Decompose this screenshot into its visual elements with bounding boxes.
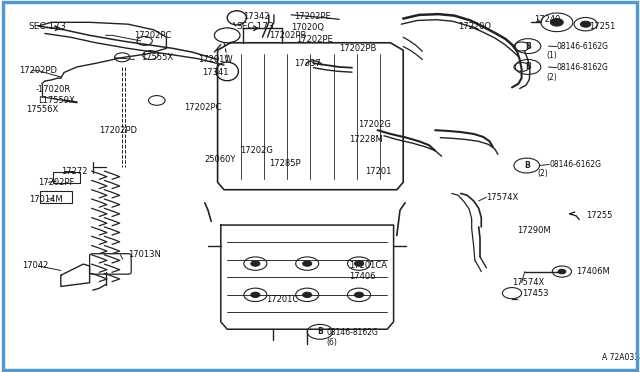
Circle shape <box>303 292 312 298</box>
Text: 17202G: 17202G <box>240 146 273 155</box>
Text: 17014M: 17014M <box>29 195 63 203</box>
Text: 17285P: 17285P <box>269 159 300 168</box>
Text: 17220Q: 17220Q <box>458 22 491 31</box>
Text: 17201W: 17201W <box>198 55 233 64</box>
Text: 17201CA: 17201CA <box>349 262 387 270</box>
Text: 17556X: 17556X <box>26 105 58 114</box>
Text: B: B <box>524 161 529 170</box>
Text: 17202PC: 17202PC <box>134 31 172 40</box>
Text: 17406M: 17406M <box>576 267 610 276</box>
Text: 17020Q: 17020Q <box>291 23 324 32</box>
Text: 17453: 17453 <box>522 289 548 298</box>
Text: 17013N: 17013N <box>128 250 161 259</box>
Text: 17574X: 17574X <box>486 193 518 202</box>
Text: B: B <box>525 62 531 71</box>
Text: 17251: 17251 <box>589 22 615 31</box>
Text: 17202PC: 17202PC <box>184 103 221 112</box>
Text: 17202PB: 17202PB <box>269 31 306 40</box>
Text: 17255: 17255 <box>586 211 612 220</box>
Text: 17202PF: 17202PF <box>38 178 75 187</box>
Text: B: B <box>317 327 323 336</box>
Text: B: B <box>525 42 531 51</box>
Text: 17240: 17240 <box>534 15 561 24</box>
Circle shape <box>355 292 364 298</box>
Text: (6): (6) <box>326 338 337 347</box>
Text: (2): (2) <box>538 169 548 178</box>
Text: 08146-8162G: 08146-8162G <box>557 63 609 72</box>
Text: 08146-8162G: 08146-8162G <box>326 328 378 337</box>
Text: A 72A0338: A 72A0338 <box>602 353 640 362</box>
Text: 17202PD: 17202PD <box>19 66 57 75</box>
Text: 17337: 17337 <box>294 59 321 68</box>
Text: 17555X: 17555X <box>141 53 173 62</box>
Text: 17202PE: 17202PE <box>296 35 332 44</box>
Text: 17272: 17272 <box>61 167 87 176</box>
Text: 17202PB: 17202PB <box>339 44 376 53</box>
Text: SEC.173: SEC.173 <box>237 22 275 31</box>
Text: 17406: 17406 <box>349 272 375 280</box>
Text: (2): (2) <box>547 73 557 81</box>
Text: 17202PD: 17202PD <box>99 126 137 135</box>
Circle shape <box>355 261 364 266</box>
Text: 17342: 17342 <box>243 12 269 21</box>
Circle shape <box>580 21 591 27</box>
Text: 25060Y: 25060Y <box>205 155 236 164</box>
Text: 08146-6162G: 08146-6162G <box>549 160 601 169</box>
Text: (1): (1) <box>547 51 557 60</box>
Text: L17559X: L17559X <box>38 96 75 105</box>
Text: 08146-6162G: 08146-6162G <box>557 42 609 51</box>
Text: 17202PE: 17202PE <box>294 12 331 21</box>
Text: SEC.173: SEC.173 <box>29 22 67 31</box>
Text: 17228M: 17228M <box>349 135 383 144</box>
Circle shape <box>251 261 260 266</box>
Text: 17042: 17042 <box>22 262 49 270</box>
Text: 17201C: 17201C <box>266 295 298 304</box>
Circle shape <box>558 269 566 274</box>
Text: 17574X: 17574X <box>512 278 544 287</box>
Text: 17341: 17341 <box>202 68 228 77</box>
Text: 17202G: 17202G <box>358 120 391 129</box>
Circle shape <box>303 261 312 266</box>
Text: 17201: 17201 <box>365 167 391 176</box>
Text: -17020R: -17020R <box>35 85 70 94</box>
Circle shape <box>251 292 260 298</box>
Text: 17290M: 17290M <box>517 226 551 235</box>
Circle shape <box>550 19 563 26</box>
